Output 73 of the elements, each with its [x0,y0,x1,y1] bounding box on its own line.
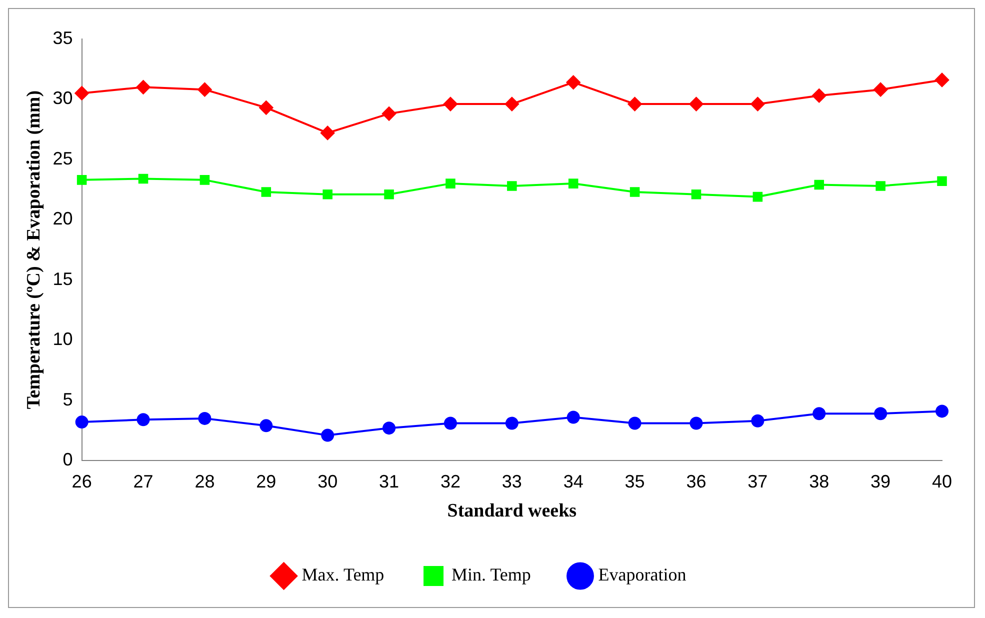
y-tick-label: 15 [52,268,73,289]
x-tick-label: 37 [748,471,768,492]
y-tick-label: 35 [52,28,73,48]
point [443,97,458,112]
point [750,97,765,112]
point [138,174,148,184]
point [507,181,517,191]
point [444,416,457,430]
y-tick-label: 10 [52,329,73,350]
point [628,97,642,112]
point [504,97,519,112]
point [75,416,88,429]
point [136,80,150,94]
x-tick-label: 31 [379,471,400,492]
point [935,72,949,87]
point [751,414,764,428]
x-axis-title: Standard weeks [447,500,577,522]
point [200,175,210,185]
y-tick-label: 5 [62,389,73,410]
point [198,82,212,97]
x-tick-label: 27 [133,471,154,492]
point [136,413,150,426]
point [198,412,212,425]
point [382,422,396,435]
x-tick-label: 32 [440,471,460,492]
x-tick-label: 34 [563,471,584,492]
y-tick-label: 30 [52,88,73,108]
point [628,416,642,430]
point [382,106,396,121]
x-tick-label: 35 [624,471,645,492]
y-tick-label: 25 [52,148,73,168]
y-axis-title: Temperature (ºC) & Evaporation (mm) [23,90,44,410]
point [876,181,886,191]
y-tick-label: 0 [62,450,73,470]
x-tick-label: 40 [932,471,952,492]
point [260,419,273,432]
legend-label: Min. Temp [452,564,531,585]
point [384,190,394,200]
point [691,190,702,200]
point [322,190,332,200]
point [814,180,824,190]
legend-label: Evaporation [598,564,686,585]
point [874,407,888,420]
y-tick-label: 20 [52,208,73,229]
point [937,176,947,186]
x-tick-label: 36 [686,471,706,492]
legend-label: Max. Temp [302,564,384,585]
x-tick-label: 28 [194,471,215,492]
x-tick-label: 39 [870,471,891,492]
point [505,416,518,430]
x-tick-label: 33 [502,471,522,492]
point [566,410,580,424]
x-tick-label: 29 [256,471,276,492]
point [446,178,456,188]
point [689,97,704,112]
point [568,178,578,188]
x-tick-label: 38 [809,471,830,492]
point [74,86,89,100]
point [320,126,335,140]
point [752,192,763,202]
point [261,187,272,197]
point [936,404,948,418]
point [321,428,334,442]
x-tick-label: 30 [318,471,338,492]
point [812,88,826,103]
point [630,187,640,197]
point [259,100,274,115]
x-tick-label: 26 [72,471,92,492]
point [874,82,888,97]
point [812,407,826,420]
point [76,175,87,185]
point [566,75,580,90]
point [690,416,703,430]
